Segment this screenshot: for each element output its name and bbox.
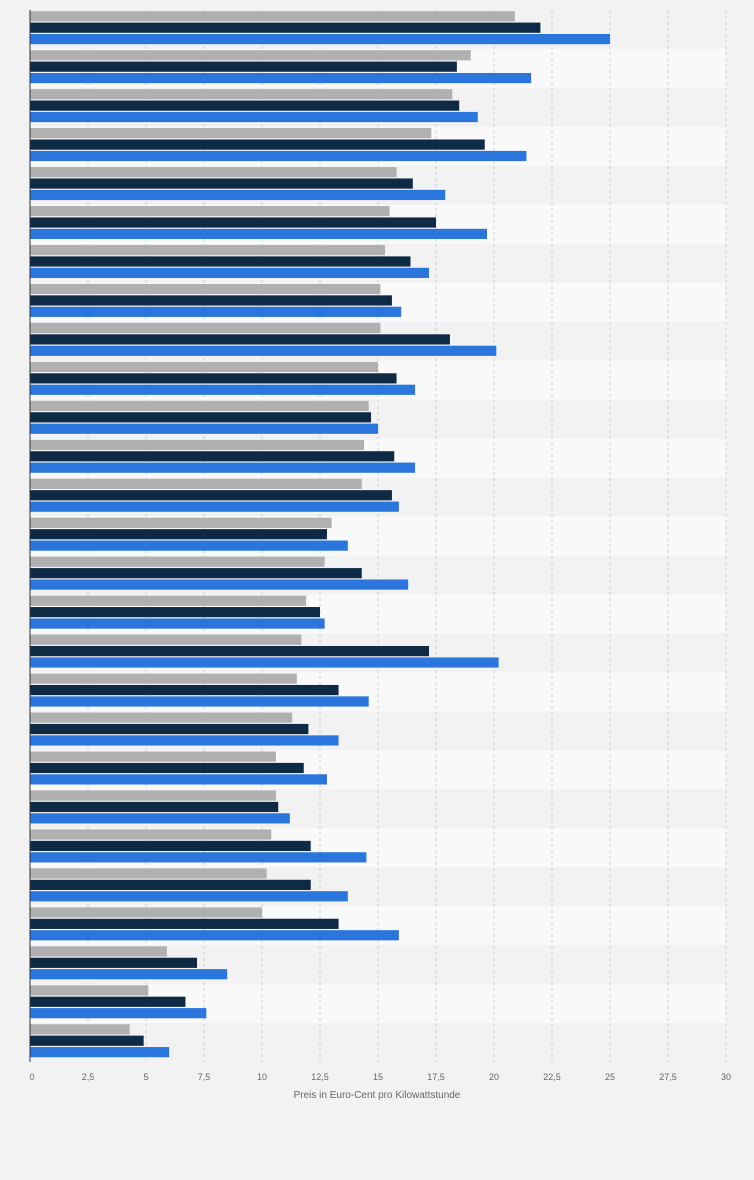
- bar: [30, 306, 402, 317]
- bar: [30, 334, 450, 345]
- bar: [30, 139, 485, 150]
- bar: [30, 657, 499, 668]
- bar: [30, 1008, 207, 1019]
- bar: [30, 373, 397, 384]
- bar: [30, 100, 460, 111]
- bar: [30, 762, 304, 774]
- x-tick-label: 10: [257, 1072, 267, 1082]
- bar: [30, 412, 372, 423]
- bar: [30, 439, 365, 450]
- bar: [30, 462, 416, 473]
- x-tick-labels: 0 2,5 5 7,5 10 12,5 15 17,5 20 22,5 25 27,5 30: [29, 1072, 731, 1082]
- bar: [30, 891, 348, 902]
- bar: [30, 607, 320, 618]
- bar: [30, 206, 390, 217]
- bar: [30, 1024, 130, 1035]
- bar: [30, 556, 325, 567]
- x-tick-label: 15: [373, 1072, 383, 1082]
- bar: [30, 840, 311, 852]
- bar: [30, 957, 198, 968]
- bar: [30, 256, 411, 267]
- x-tick-label: 20: [489, 1072, 499, 1082]
- bar: [30, 50, 471, 61]
- bar: [30, 918, 339, 929]
- bar: [30, 568, 362, 579]
- bar: [30, 774, 327, 785]
- x-axis-label: Preis in Euro-Cent pro Kilowattstunde: [294, 1090, 461, 1101]
- bar: [30, 1047, 170, 1058]
- bar: [30, 879, 311, 890]
- bar: [30, 128, 432, 139]
- bar: [30, 696, 369, 707]
- bar: [30, 673, 297, 684]
- bar: [30, 852, 367, 863]
- x-tick-label: 2,5: [82, 1072, 95, 1082]
- x-tick-label: 0: [29, 1072, 34, 1082]
- bar: [30, 996, 186, 1007]
- bar: [30, 34, 610, 45]
- bar: [30, 345, 497, 356]
- bar: [30, 89, 453, 100]
- bar: [30, 1035, 144, 1046]
- bar: [30, 322, 381, 334]
- x-tick-label: 27,5: [659, 1072, 677, 1082]
- bar: [30, 501, 399, 512]
- x-tick-label: 25: [605, 1072, 615, 1082]
- bar: [30, 150, 527, 162]
- bar: [30, 595, 307, 606]
- bar: [30, 579, 409, 590]
- bar: [30, 618, 325, 629]
- x-tick-label: 17,5: [427, 1072, 445, 1082]
- bars: [30, 11, 610, 1058]
- bar: [30, 400, 369, 412]
- bar: [30, 228, 488, 240]
- bar: [30, 361, 378, 373]
- x-tick-label: 22,5: [543, 1072, 561, 1082]
- bar: [30, 829, 272, 840]
- bar: [30, 384, 416, 395]
- x-tick-label: 5: [143, 1072, 148, 1082]
- bar: [30, 72, 532, 84]
- bar: [30, 217, 436, 228]
- x-tick-label: 7,5: [198, 1072, 211, 1082]
- bar: [30, 267, 430, 278]
- bar: [30, 946, 167, 957]
- bar: [30, 451, 395, 462]
- bar: [30, 751, 276, 762]
- bar: [30, 634, 302, 645]
- bar: [30, 11, 515, 22]
- bar: [30, 969, 228, 980]
- bar: [30, 189, 446, 201]
- x-tick-label: 30: [721, 1072, 731, 1082]
- bar: [30, 283, 381, 295]
- bar: [30, 930, 399, 941]
- bar: [30, 111, 478, 123]
- bar: [30, 167, 397, 178]
- bar: [30, 801, 279, 813]
- bar: [30, 478, 362, 489]
- bar: [30, 295, 392, 306]
- bar: [30, 244, 385, 256]
- bar: [30, 684, 339, 696]
- bar: [30, 985, 149, 996]
- bar: [30, 423, 378, 434]
- bar: [30, 646, 430, 657]
- bar: [30, 540, 348, 551]
- bar: [30, 868, 267, 879]
- bar: [30, 61, 457, 72]
- bar: [30, 490, 392, 501]
- x-tick-label: 12,5: [311, 1072, 329, 1082]
- bar: [30, 813, 290, 824]
- bar: [30, 712, 293, 723]
- bar: [30, 735, 339, 746]
- bar: [30, 178, 413, 189]
- bar: [30, 529, 327, 540]
- bar: [30, 517, 332, 528]
- bar: [30, 723, 309, 735]
- bar: [30, 790, 276, 801]
- bar: [30, 22, 541, 33]
- bar: [30, 907, 262, 918]
